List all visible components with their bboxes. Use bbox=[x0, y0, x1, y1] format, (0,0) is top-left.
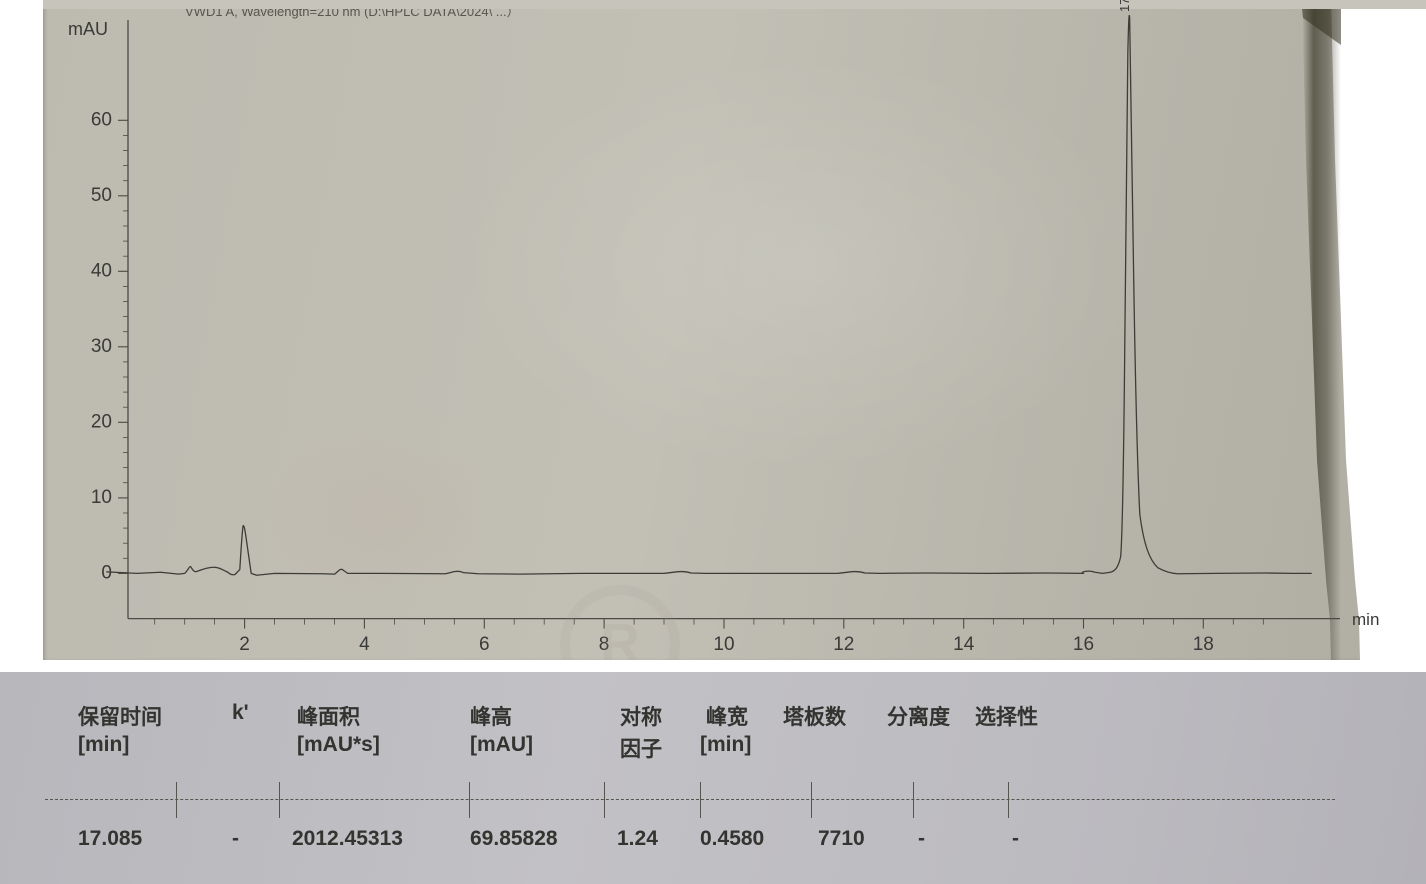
svg-text:16: 16 bbox=[1073, 634, 1094, 655]
svg-text:4: 4 bbox=[359, 634, 370, 655]
svg-text:30: 30 bbox=[91, 336, 112, 357]
svg-text:40: 40 bbox=[91, 260, 112, 281]
svg-text:10: 10 bbox=[91, 487, 112, 508]
svg-text:mAU: mAU bbox=[68, 19, 108, 39]
svg-text:min: min bbox=[1352, 610, 1379, 629]
svg-text:R: R bbox=[600, 612, 640, 660]
svg-text:0: 0 bbox=[101, 562, 112, 583]
svg-text:17.0: 17.0 bbox=[1117, 0, 1132, 12]
svg-text:10: 10 bbox=[713, 634, 734, 655]
svg-text:18: 18 bbox=[1193, 634, 1214, 655]
svg-text:2: 2 bbox=[239, 634, 250, 655]
svg-text:50: 50 bbox=[91, 185, 112, 206]
svg-text:20: 20 bbox=[91, 411, 112, 432]
svg-text:14: 14 bbox=[953, 634, 975, 655]
svg-text:6: 6 bbox=[479, 634, 490, 655]
svg-text:12: 12 bbox=[833, 634, 854, 655]
svg-text:60: 60 bbox=[91, 109, 112, 130]
